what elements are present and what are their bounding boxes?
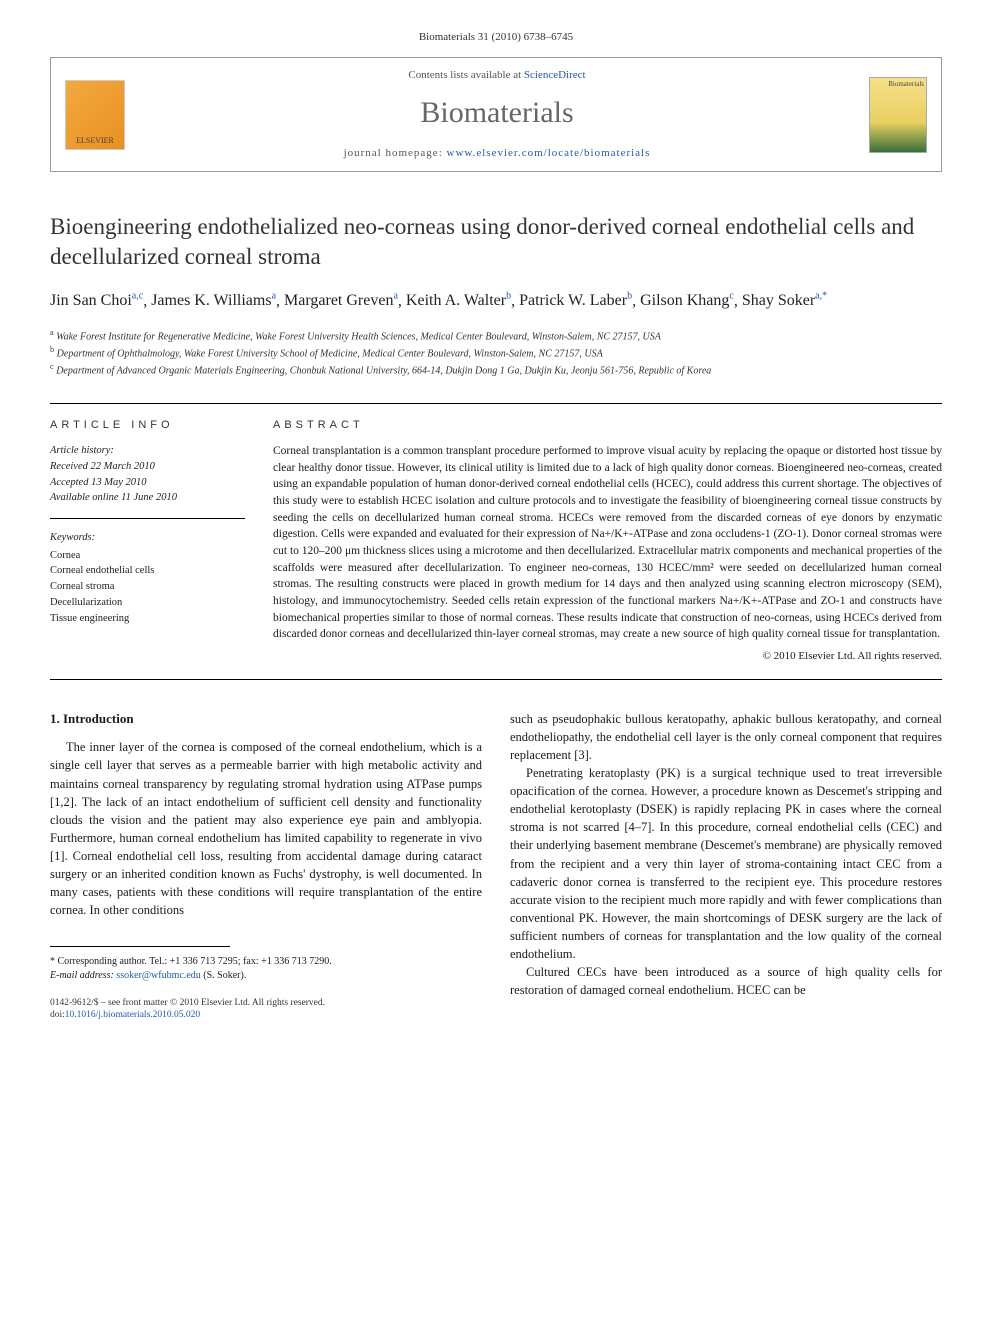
corresponding-email-link[interactable]: ssoker@wfubmc.edu (116, 970, 200, 981)
author: Keith A. Walterb (406, 292, 511, 309)
issn-doi-block: 0142-9612/$ – see front matter © 2010 El… (50, 997, 482, 1022)
doi-label: doi: (50, 1010, 65, 1020)
homepage-prefix: journal homepage: (344, 147, 447, 159)
journal-cover-thumbnail: Biomaterials (869, 77, 927, 153)
corresponding-label: * Corresponding author. Tel.: +1 336 713… (50, 955, 482, 969)
author: James K. Williamsa (151, 292, 276, 309)
contents-line: Contents lists available at ScienceDirec… (125, 68, 869, 83)
body-columns: 1. Introduction The inner layer of the c… (50, 710, 942, 1022)
journal-reference: Biomaterials 31 (2010) 6738–6745 (50, 30, 942, 45)
copyright-line: © 2010 Elsevier Ltd. All rights reserved… (273, 649, 942, 664)
affiliation: a Wake Forest Institute for Regenerative… (50, 327, 942, 344)
abstract-text: Corneal transplantation is a common tran… (273, 443, 942, 643)
author: Shay Sokera,* (742, 292, 827, 309)
email-label: E-mail address: (50, 970, 116, 981)
abstract-column: ABSTRACT Corneal transplantation is a co… (273, 418, 942, 665)
journal-header: ELSEVIER Contents lists available at Sci… (50, 57, 942, 172)
abstract-heading: ABSTRACT (273, 418, 942, 433)
body-paragraph: Penetrating keratoplasty (PK) is a surgi… (510, 764, 942, 963)
right-column: such as pseudophakic bullous keratopathy… (510, 710, 942, 1022)
author: Gilson Khangc (640, 292, 734, 309)
body-paragraph: The inner layer of the cornea is compose… (50, 738, 482, 919)
publisher-block: ELSEVIER (65, 80, 125, 150)
author: Margaret Grevena (284, 292, 398, 309)
contents-prefix: Contents lists available at (408, 69, 523, 81)
body-paragraph: Cultured CECs have been introduced as a … (510, 963, 942, 999)
sciencedirect-link[interactable]: ScienceDirect (524, 69, 586, 81)
email-suffix: (S. Soker). (201, 970, 247, 981)
footnote-separator (50, 946, 230, 947)
homepage-line: journal homepage: www.elsevier.com/locat… (125, 146, 869, 161)
author: Patrick W. Laberb (519, 292, 632, 309)
article-info-heading: ARTICLE INFO (50, 418, 245, 433)
keyword: Corneal endothelial cells (50, 563, 245, 579)
keyword: Decellularization (50, 595, 245, 611)
doi-link[interactable]: 10.1016/j.biomaterials.2010.05.020 (65, 1010, 200, 1020)
affiliation: b Department of Ophthalmology, Wake Fore… (50, 344, 942, 361)
header-center: Contents lists available at ScienceDirec… (125, 68, 869, 161)
keyword: Corneal stroma (50, 579, 245, 595)
author: Jin San Choia,c (50, 292, 143, 309)
info-abstract-block: ARTICLE INFO Article history: Received 2… (50, 403, 942, 680)
body-paragraph: such as pseudophakic bullous keratopathy… (510, 710, 942, 764)
keywords-label: Keywords: (50, 531, 245, 546)
history-accepted: Accepted 13 May 2010 (50, 475, 245, 491)
authors-list: Jin San Choia,c, James K. Williamsa, Mar… (50, 290, 942, 313)
left-column: 1. Introduction The inner layer of the c… (50, 710, 482, 1022)
article-history: Article history: Received 22 March 2010 … (50, 443, 245, 519)
elsevier-logo: ELSEVIER (65, 80, 125, 150)
keyword: Tissue engineering (50, 611, 245, 627)
issn-line: 0142-9612/$ – see front matter © 2010 El… (50, 997, 482, 1009)
keyword: Cornea (50, 548, 245, 564)
article-info-column: ARTICLE INFO Article history: Received 2… (50, 418, 245, 665)
corresponding-author: * Corresponding author. Tel.: +1 336 713… (50, 955, 482, 983)
history-label: Article history: (50, 443, 245, 459)
history-received: Received 22 March 2010 (50, 459, 245, 475)
history-online: Available online 11 June 2010 (50, 490, 245, 506)
article-title: Bioengineering endothelialized neo-corne… (50, 212, 942, 272)
affiliations: a Wake Forest Institute for Regenerative… (50, 327, 942, 379)
journal-name: Biomaterials (125, 92, 869, 134)
homepage-link[interactable]: www.elsevier.com/locate/biomaterials (447, 147, 651, 159)
affiliation: c Department of Advanced Organic Materia… (50, 361, 942, 378)
keywords-list: Cornea Corneal endothelial cells Corneal… (50, 548, 245, 627)
introduction-heading: 1. Introduction (50, 710, 482, 729)
